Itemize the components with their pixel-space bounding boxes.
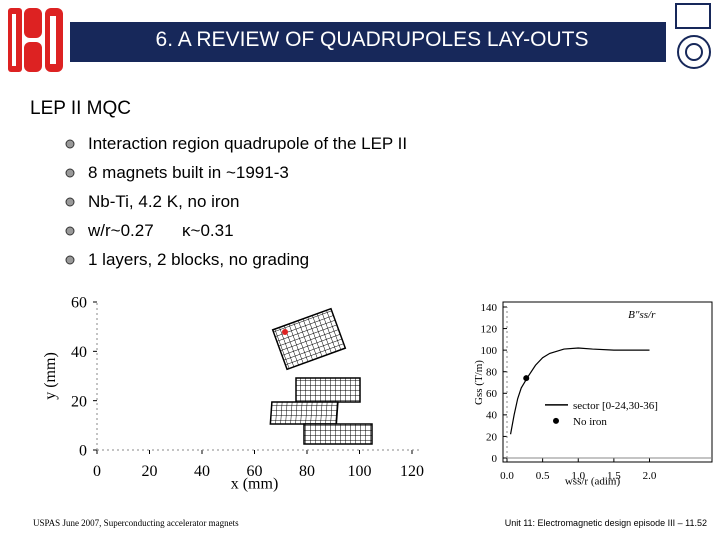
y-tick-label: 40 <box>486 410 498 422</box>
bullet-dot <box>65 197 75 207</box>
title: 6. A REVIEW OF QUADRUPOLES LAY-OUTS <box>156 28 589 51</box>
y-tick-label: 140 <box>481 302 498 314</box>
x-tick-label: 1.5 <box>607 470 621 482</box>
y-tick-label: 80 <box>486 367 498 379</box>
section-heading: LEP II MQC <box>30 98 131 119</box>
x-tick-label: 2.0 <box>643 470 657 482</box>
bullet-dot <box>65 168 75 178</box>
y-tick-label: 0 <box>492 453 498 465</box>
curve <box>509 347 650 435</box>
x-tick-label: 60 <box>247 463 263 480</box>
x-tick-label: 0.5 <box>536 470 550 482</box>
point <box>523 375 530 382</box>
logo-left <box>8 8 63 72</box>
y-tick-label: 20 <box>486 431 498 443</box>
annotation: B"ss/r <box>628 309 656 321</box>
y-tick-label: 60 <box>486 388 498 400</box>
bullet-text: w/r~0.27 κ~0.31 <box>87 221 234 240</box>
x-tick-label: 0 <box>93 463 101 480</box>
logo-right <box>675 3 711 69</box>
x-tick-label: 80 <box>299 463 315 480</box>
y-tick-label: 100 <box>481 345 498 357</box>
legend-swatch <box>553 417 559 424</box>
y-tick-label: 60 <box>71 295 87 312</box>
x-tick-label: 120 <box>400 463 424 480</box>
x-tick-label: 1.0 <box>571 470 585 482</box>
bullet-dot <box>65 226 75 236</box>
legend-label: sector [0-24,30-36] <box>573 400 658 412</box>
bullet-text: Nb-Ti, 4.2 K, no iron <box>88 192 240 211</box>
x-axis-label: wss/r (adim) <box>565 475 621 487</box>
x-tick-label: 0.0 <box>500 470 514 482</box>
bullet-text: 8 magnets built in ~1991-3 <box>88 163 289 182</box>
footer-left: USPAS June 2007, Superconducting acceler… <box>33 518 239 528</box>
bullet-dot <box>65 255 75 265</box>
y-axis-label: Gss (T/m) <box>473 360 485 405</box>
x-tick-label: 20 <box>142 463 158 480</box>
plot-frame <box>502 301 713 463</box>
coil-blocks <box>269 307 373 445</box>
y-tick-label: 20 <box>71 393 87 410</box>
footer-right: Unit 11: Electromagnetic design episode … <box>505 518 707 528</box>
bullet-dot <box>65 139 75 149</box>
bullet-text: 1 layers, 2 blocks, no grading <box>88 250 309 269</box>
y-tick-label: 40 <box>71 344 87 361</box>
y-axis-label: y (mm) <box>42 352 59 400</box>
legend-label: No iron <box>573 416 607 428</box>
bullet-text: Interaction region quadrupole of the LEP… <box>88 134 407 153</box>
y-tick-label: 0 <box>79 443 87 460</box>
x-axis-label: x (mm) <box>231 475 279 492</box>
y-tick-label: 120 <box>481 323 498 335</box>
header-band <box>70 22 666 62</box>
x-tick-label: 40 <box>194 463 210 480</box>
x-tick-label: 100 <box>348 463 372 480</box>
